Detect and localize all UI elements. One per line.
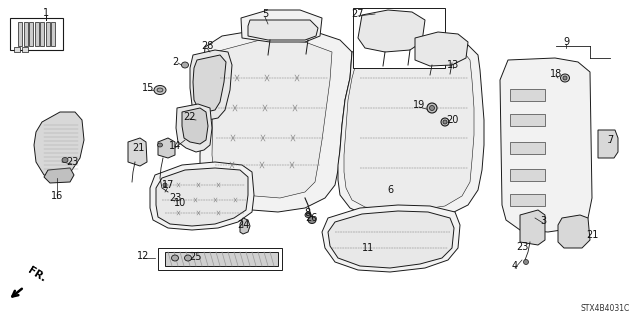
Text: 1: 1 (43, 8, 49, 18)
Ellipse shape (561, 74, 570, 82)
Polygon shape (558, 215, 590, 248)
Text: 4: 4 (512, 261, 518, 271)
Polygon shape (128, 138, 147, 166)
Polygon shape (248, 20, 318, 40)
Text: 23: 23 (516, 242, 528, 252)
Polygon shape (158, 248, 282, 270)
Ellipse shape (308, 217, 316, 224)
Text: 28: 28 (201, 41, 213, 51)
Ellipse shape (518, 170, 532, 180)
Polygon shape (520, 210, 545, 245)
Text: 14: 14 (169, 141, 181, 151)
Polygon shape (328, 211, 454, 268)
Ellipse shape (429, 106, 435, 110)
Ellipse shape (172, 255, 179, 261)
Polygon shape (150, 162, 254, 230)
Text: 17: 17 (162, 180, 174, 190)
Polygon shape (344, 44, 474, 210)
Text: 6: 6 (387, 185, 393, 195)
Text: 23: 23 (169, 193, 181, 203)
Polygon shape (44, 168, 74, 183)
Polygon shape (182, 108, 208, 144)
Polygon shape (510, 194, 545, 206)
Ellipse shape (182, 62, 189, 68)
Polygon shape (500, 58, 592, 232)
Polygon shape (510, 169, 545, 181)
Text: 16: 16 (51, 191, 63, 201)
Polygon shape (510, 89, 545, 101)
Polygon shape (353, 8, 445, 68)
Text: 5: 5 (262, 9, 268, 19)
Ellipse shape (441, 118, 449, 126)
Text: 18: 18 (550, 69, 562, 79)
Polygon shape (241, 10, 322, 42)
Polygon shape (22, 47, 28, 52)
Text: 27: 27 (352, 9, 364, 19)
Polygon shape (51, 22, 55, 46)
Text: 7: 7 (607, 135, 613, 145)
Polygon shape (45, 22, 49, 46)
Ellipse shape (519, 201, 531, 209)
Text: 13: 13 (447, 60, 459, 70)
Text: 12: 12 (137, 251, 149, 261)
Polygon shape (14, 47, 20, 52)
Text: STX4B4031C: STX4B4031C (580, 304, 630, 313)
Ellipse shape (563, 76, 567, 80)
Text: 8: 8 (304, 208, 310, 218)
Ellipse shape (305, 212, 311, 218)
Text: 3: 3 (540, 216, 546, 226)
Text: 10: 10 (174, 198, 186, 208)
Ellipse shape (154, 85, 166, 94)
Polygon shape (322, 205, 460, 272)
Ellipse shape (184, 255, 191, 261)
Ellipse shape (157, 143, 163, 147)
Polygon shape (212, 40, 332, 198)
Polygon shape (35, 22, 38, 46)
Polygon shape (240, 218, 250, 234)
Ellipse shape (427, 103, 437, 113)
Text: 21: 21 (132, 143, 144, 153)
Text: 15: 15 (142, 83, 154, 93)
Text: 24: 24 (237, 220, 249, 230)
Ellipse shape (157, 88, 163, 92)
Text: 20: 20 (446, 115, 458, 125)
Polygon shape (193, 55, 226, 112)
Text: 19: 19 (413, 100, 425, 110)
Ellipse shape (518, 140, 532, 150)
Text: 26: 26 (305, 213, 317, 223)
Text: 2: 2 (172, 57, 178, 67)
Polygon shape (510, 114, 545, 126)
Text: 9: 9 (563, 37, 569, 47)
Polygon shape (10, 18, 63, 50)
Ellipse shape (524, 259, 529, 264)
Polygon shape (176, 104, 212, 152)
Ellipse shape (62, 158, 68, 162)
Text: 22: 22 (183, 112, 195, 122)
Polygon shape (510, 142, 545, 154)
Polygon shape (158, 138, 175, 158)
Polygon shape (338, 38, 484, 218)
Polygon shape (24, 22, 28, 46)
Ellipse shape (163, 183, 167, 187)
Polygon shape (598, 130, 618, 158)
Text: FR.: FR. (26, 265, 48, 284)
Polygon shape (200, 28, 352, 212)
Polygon shape (190, 50, 232, 120)
Polygon shape (40, 22, 44, 46)
Polygon shape (29, 22, 33, 46)
Polygon shape (156, 168, 248, 226)
Ellipse shape (443, 120, 447, 124)
Text: 11: 11 (362, 243, 374, 253)
Polygon shape (34, 112, 84, 178)
Polygon shape (165, 252, 278, 266)
Text: 23: 23 (66, 157, 78, 167)
Polygon shape (18, 22, 22, 46)
Polygon shape (358, 10, 425, 52)
Polygon shape (415, 32, 468, 66)
Text: 21: 21 (586, 230, 598, 240)
Text: 25: 25 (189, 252, 201, 262)
